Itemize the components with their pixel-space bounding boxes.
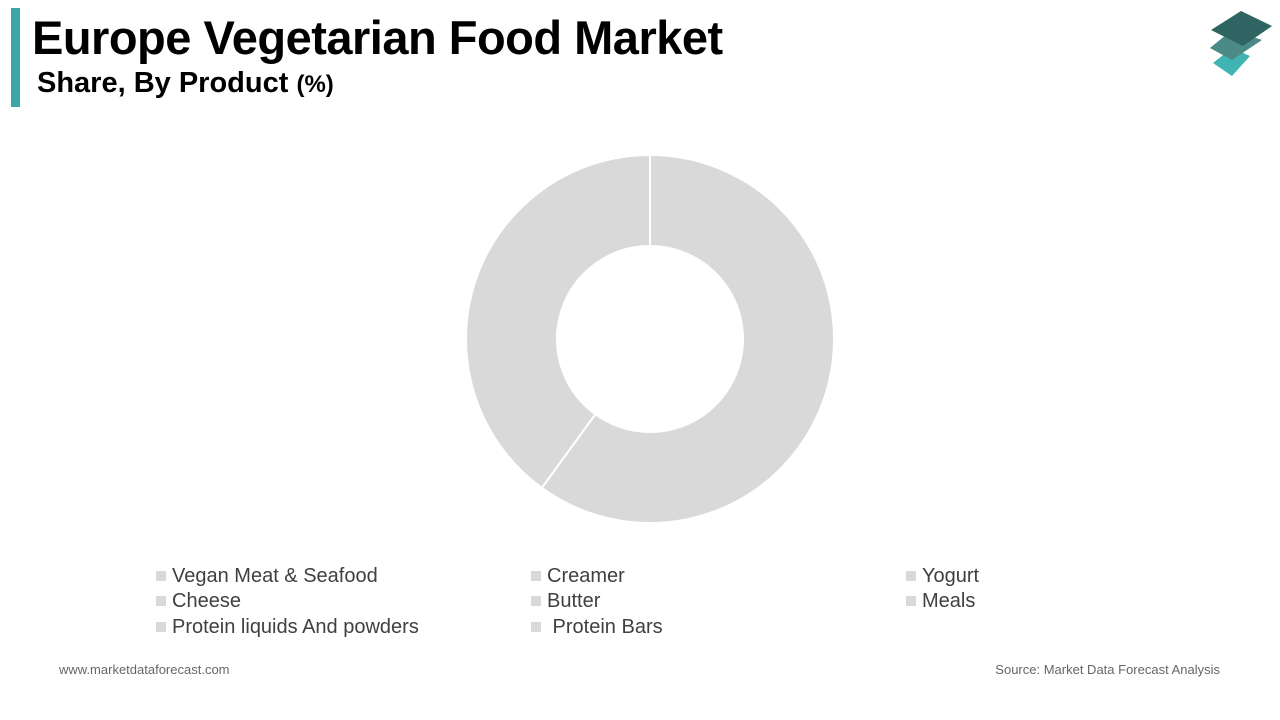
donut-slice-0 (540, 153, 835, 524)
legend-label: Meals (922, 589, 976, 612)
legend-item: Meals (906, 589, 975, 613)
legend-swatch (906, 596, 916, 606)
stacked-layers-icon (1210, 11, 1272, 76)
chart-title: Europe Vegetarian Food Market (32, 11, 723, 64)
legend-swatch (531, 571, 541, 581)
legend-label: Protein Bars (547, 615, 663, 638)
legend-label: Vegan Meat & Seafood (172, 564, 378, 587)
legend-label: Yogurt (922, 564, 980, 587)
footer-source: Source: Market Data Forecast Analysis (995, 662, 1220, 677)
donut-slice-1 (465, 153, 651, 490)
legend-item: Yogurt (906, 564, 979, 588)
legend-swatch (156, 571, 166, 581)
legend-swatch (531, 596, 541, 606)
title-accent-bar (11, 8, 20, 107)
logo-layer-top (1211, 11, 1272, 46)
legend-item: Cheese (156, 589, 241, 613)
legend-swatch (531, 622, 541, 632)
legend-swatch (906, 571, 916, 581)
legend-item: Butter (531, 589, 600, 613)
subtitle-text: Share, By Product (37, 67, 289, 99)
legend-label: Butter (547, 589, 601, 612)
footer-website: www.marketdataforecast.com (59, 662, 230, 677)
legend-item: Vegan Meat & Seafood (156, 564, 378, 588)
logo-layer-bottom (1213, 48, 1250, 76)
legend-item: Creamer (531, 564, 625, 588)
legend-label: Cheese (172, 589, 241, 612)
legend-swatch (156, 622, 166, 632)
chart-subtitle: Share, By Product (%) (37, 64, 334, 104)
legend-item: Protein liquids And powders (156, 615, 419, 639)
legend-swatch (156, 596, 166, 606)
legend-label: Creamer (547, 564, 625, 587)
subtitle-unit: (%) (296, 71, 334, 98)
legend-label: Protein liquids And powders (172, 615, 419, 638)
legend-item: Protein Bars (531, 615, 663, 639)
